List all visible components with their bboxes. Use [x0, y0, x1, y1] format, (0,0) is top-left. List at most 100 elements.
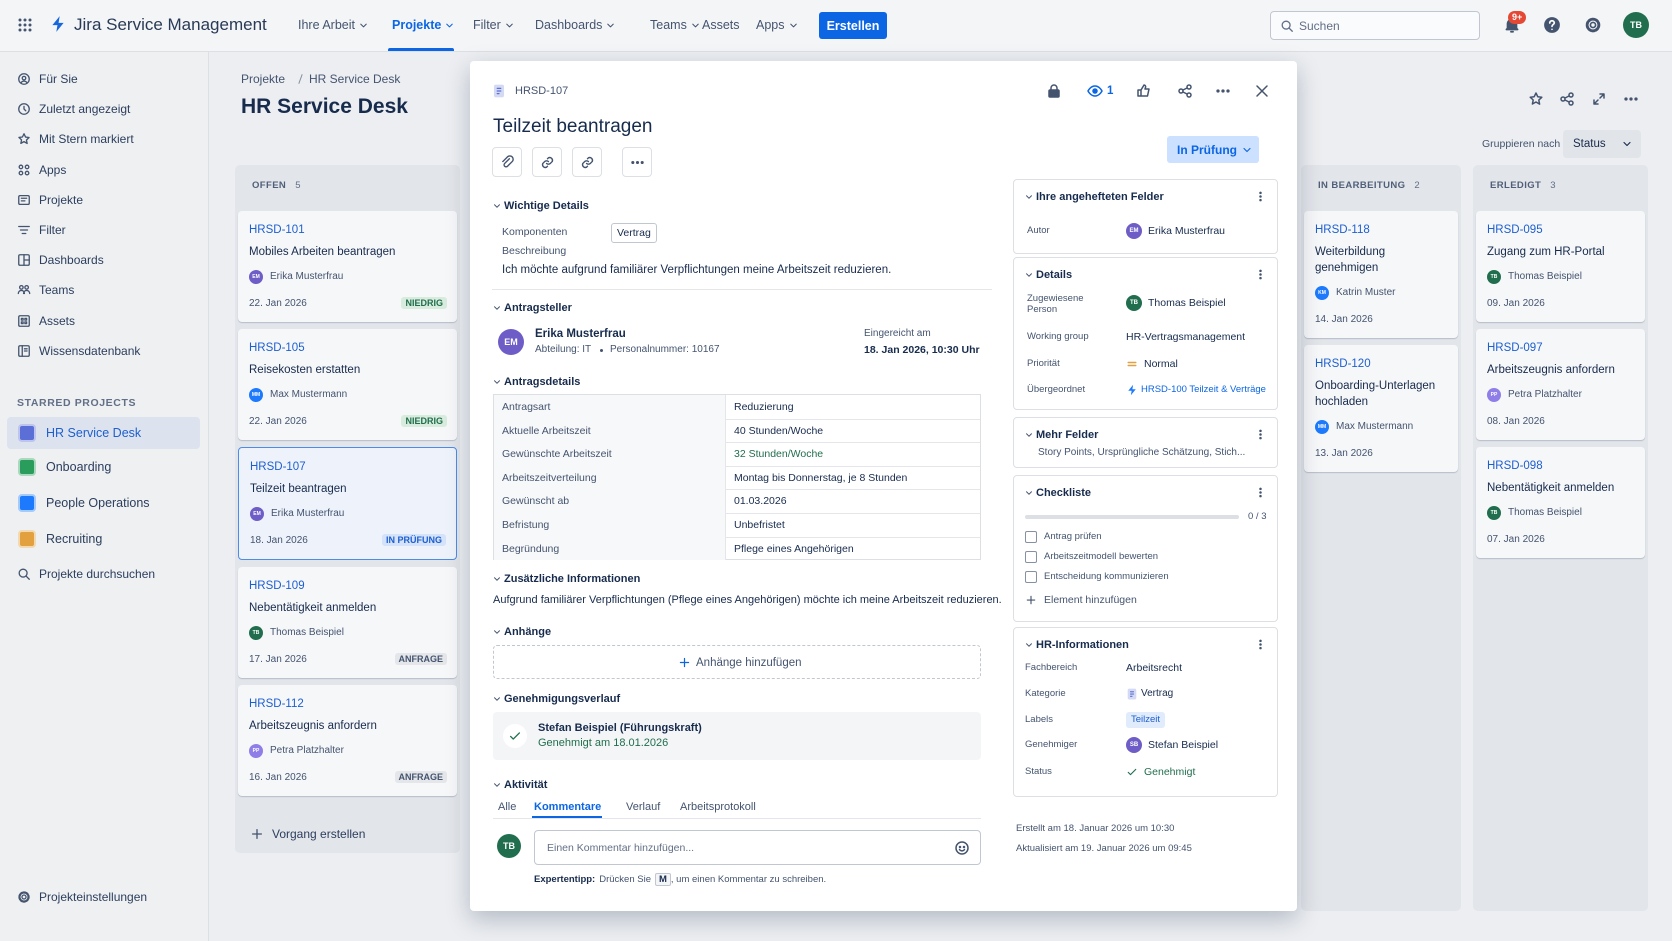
issue-action[interactable]: [1136, 83, 1152, 99]
icon-svg: [1127, 361, 1137, 367]
search-box[interactable]: Suchen: [1270, 11, 1480, 40]
issue-date: 17. Jan 2026: [249, 653, 307, 665]
panel-more[interactable]: [1254, 486, 1267, 499]
avatar[interactable]: TB: [1623, 12, 1649, 38]
issue-card[interactable]: HRSD-095 Zugang zum HR-Portal TB Thomas Bei…: [1476, 211, 1645, 322]
toolbar-button[interactable]: [572, 147, 602, 177]
sidebar-item[interactable]: Filter: [39, 223, 66, 237]
section-heading[interactable]: Wichtige Details: [504, 200, 589, 212]
panel-more[interactable]: [1254, 638, 1267, 651]
attachment-dropzone[interactable]: Anhänge hinzufügen: [493, 645, 981, 679]
sidebar-item[interactable]: Apps: [39, 162, 67, 177]
section-heading[interactable]: Ihre angehefteten Felder: [1036, 191, 1164, 203]
project-settings[interactable]: Projekteinstellungen: [39, 890, 148, 904]
sidebar-item[interactable]: Teams: [39, 283, 75, 298]
starred-project[interactable]: Recruiting: [46, 532, 103, 546]
product-name[interactable]: Jira Service Management: [74, 15, 267, 34]
checkbox[interactable]: [1025, 551, 1037, 563]
issue-card[interactable]: HRSD-097 Arbeitszeugnis anfordern PP Petra …: [1476, 329, 1645, 440]
sidebar-item[interactable]: Für Sie: [39, 72, 78, 86]
create-issue[interactable]: Vorgang erstellen: [272, 827, 366, 841]
nav-menu-item[interactable]: Projekte: [392, 16, 455, 34]
checkbox[interactable]: [1025, 531, 1037, 543]
sidebar-item[interactable]: Zuletzt angezeigt: [39, 102, 131, 117]
nav-menu-item[interactable]: Ihre Arbeit: [298, 16, 369, 34]
issue-card[interactable]: HRSD-118 Weiterbildung genehmigen KM Katrin…: [1304, 211, 1458, 338]
section-heading[interactable]: Mehr Felder: [1036, 429, 1099, 441]
board-action[interactable]: [1528, 91, 1544, 107]
checkbox[interactable]: [1025, 571, 1037, 583]
section-heading[interactable]: Zusätzliche Informationen: [504, 573, 641, 585]
sidebar-icon: [17, 253, 31, 267]
nav-menu-item[interactable]: Assets: [702, 16, 740, 34]
toolbar-button[interactable]: [492, 147, 522, 177]
starred-project[interactable]: People Operations: [46, 496, 150, 510]
panel-more[interactable]: [1254, 190, 1267, 203]
toolbar-button[interactable]: [532, 147, 562, 177]
nav-menu-label: Apps: [756, 18, 785, 32]
activity-tab[interactable]: Arbeitsprotokoll: [680, 801, 756, 813]
comment-input[interactable]: Einen Kommentar hinzufügen...: [534, 830, 981, 865]
sidebar-item[interactable]: Dashboards: [39, 253, 104, 268]
breadcrumb[interactable]: HR Service Desk: [309, 72, 401, 86]
help[interactable]: [1543, 16, 1561, 34]
icon-path: [1256, 85, 1268, 97]
sidebar-icon: [17, 344, 31, 358]
activity-tab[interactable]: Kommentare: [534, 801, 602, 813]
create-button[interactable]: Erstellen: [819, 12, 887, 39]
board-action[interactable]: [1559, 91, 1575, 107]
section-heading[interactable]: HR-Informationen: [1036, 639, 1129, 651]
icon-svg: [18, 314, 30, 327]
sidebar-item[interactable]: Projekte: [39, 192, 84, 207]
nav-menu-item[interactable]: Filter: [473, 16, 515, 34]
parent-link[interactable]: HRSD-100 Teilzeit & Verträge: [1141, 384, 1266, 395]
section-heading[interactable]: Antragsdetails: [504, 376, 581, 388]
field-label: Autor: [1027, 225, 1050, 236]
issue-card[interactable]: HRSD-105 Reisekosten erstatten MM Max Muste…: [238, 329, 457, 440]
panel-more[interactable]: [1254, 268, 1267, 281]
issue-action[interactable]: [1215, 83, 1231, 99]
issue-action[interactable]: [1046, 83, 1062, 99]
issue-card[interactable]: HRSD-112 Arbeitszeugnis anfordern PP Petra …: [238, 685, 457, 796]
starred-project[interactable]: Onboarding: [46, 460, 112, 474]
issue-card[interactable]: HRSD-107 Teilzeit beantragen EM Erika Muste…: [238, 447, 457, 560]
status-button[interactable]: In Prüfung: [1167, 136, 1259, 163]
sidebar-item[interactable]: Assets: [39, 313, 76, 328]
panel-more[interactable]: [1254, 428, 1267, 441]
settings[interactable]: [1584, 16, 1602, 34]
icon-circle: [1259, 643, 1262, 646]
sidebar-item[interactable]: Mit Stern markiert: [39, 132, 134, 147]
section-heading[interactable]: Genehmigungsverlauf: [504, 693, 621, 705]
add-checklist-item[interactable]: Element hinzufügen: [1044, 594, 1137, 606]
sidebar-icon: [17, 283, 31, 297]
sidebar-item[interactable]: Wissensdatenbank: [39, 343, 141, 358]
breadcrumb[interactable]: Projekte: [241, 72, 286, 86]
issue-key[interactable]: HRSD-107: [515, 85, 569, 97]
nav-menu-item[interactable]: Teams: [650, 16, 701, 34]
issue-card[interactable]: HRSD-109 Nebentätigkeit anmelden TB Thomas …: [238, 567, 457, 678]
starred-project[interactable]: HR Service Desk: [46, 426, 142, 440]
issue-card[interactable]: HRSD-120 Onboarding-Unterlagen hochladen M…: [1304, 345, 1458, 472]
nav-menu-item[interactable]: Dashboards: [535, 16, 616, 34]
board-action[interactable]: [1623, 91, 1639, 107]
status-label: In Prüfung: [1177, 142, 1237, 157]
section-heading[interactable]: Checkliste: [1036, 487, 1092, 499]
nav-menu-item[interactable]: Apps: [756, 16, 799, 34]
group-by-select[interactable]: Status: [1563, 130, 1641, 158]
section-heading[interactable]: Aktivität: [504, 779, 548, 791]
issue-action[interactable]: [1254, 83, 1270, 99]
toolbar-button[interactable]: [622, 147, 652, 177]
activity-tab[interactable]: Alle: [498, 801, 517, 813]
icon-svg: [607, 23, 615, 27]
section-heading[interactable]: Anhänge: [504, 626, 552, 638]
issue-card[interactable]: HRSD-098 Nebentätigkeit anmelden TB Thomas …: [1476, 447, 1645, 558]
issue-action[interactable]: [1087, 83, 1103, 99]
app-switcher[interactable]: [17, 17, 33, 33]
search-projects[interactable]: Projekte durchsuchen: [39, 567, 156, 581]
section-heading[interactable]: Antragsteller: [504, 302, 572, 314]
section-heading[interactable]: Details: [1036, 269, 1073, 281]
board-action[interactable]: [1591, 91, 1607, 107]
activity-tab[interactable]: Verlauf: [626, 801, 661, 813]
issue-card[interactable]: HRSD-101 Mobiles Arbeiten beantragen EM Eri…: [238, 211, 457, 322]
issue-action[interactable]: [1177, 83, 1193, 99]
